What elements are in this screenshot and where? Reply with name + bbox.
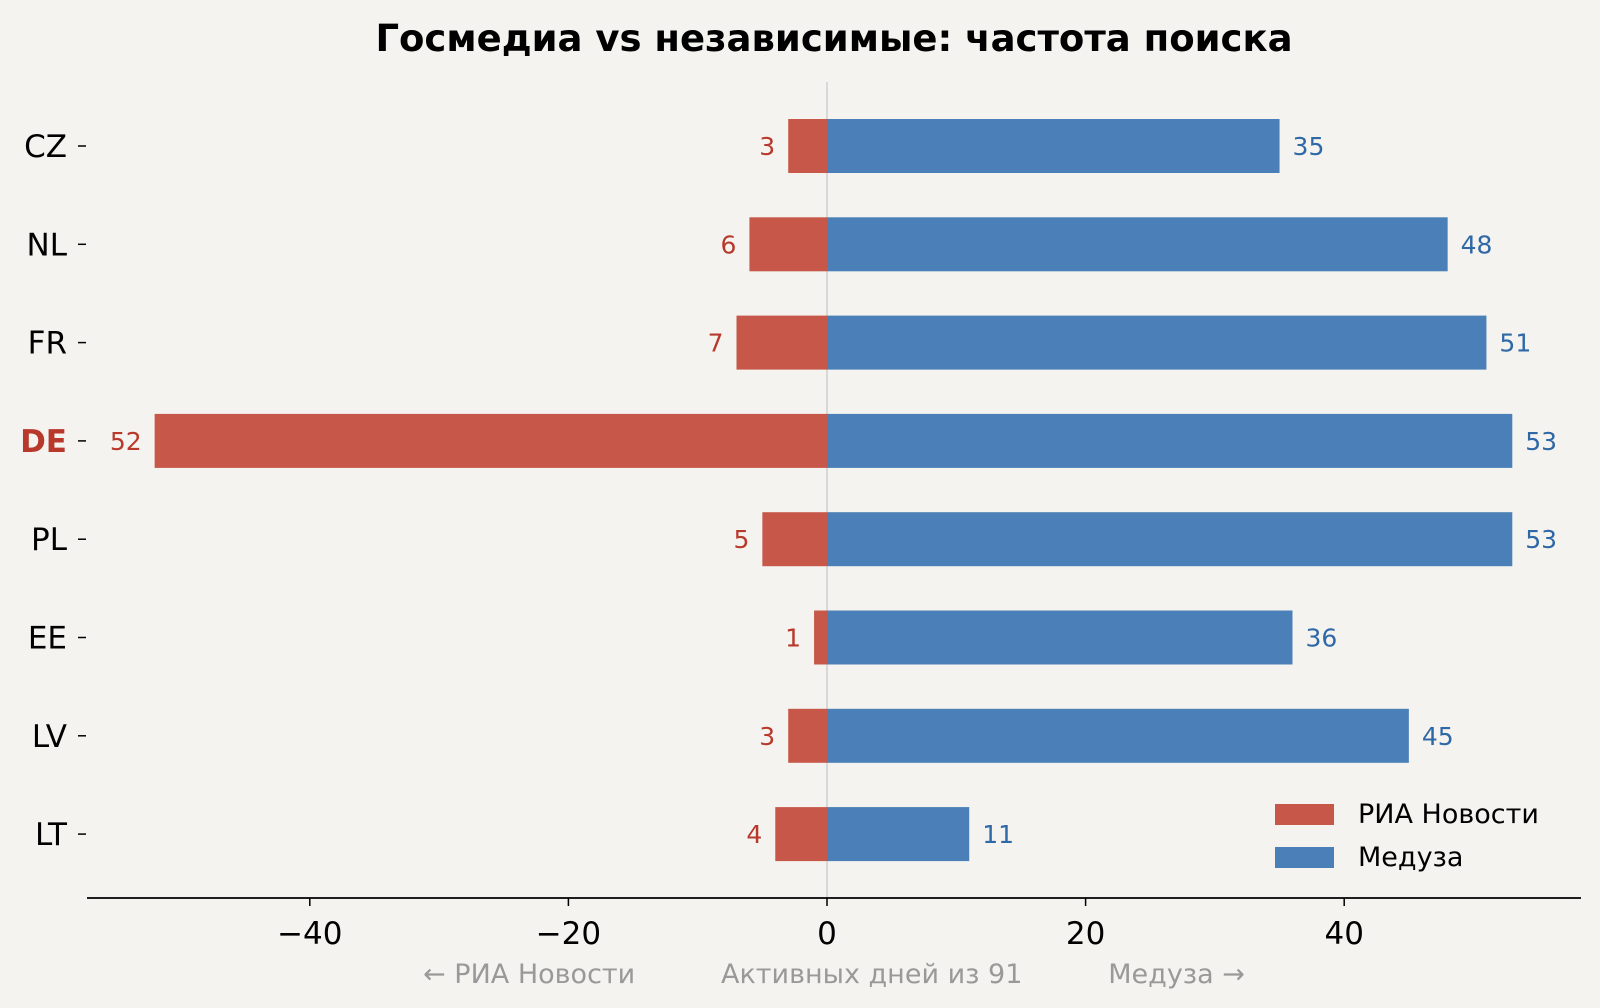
bar-meduza-cz xyxy=(827,119,1280,173)
y-axis: CZ NL FR DE PL EE LV LT xyxy=(20,129,86,853)
bar-ria-lt xyxy=(775,807,827,862)
y-tick-label-lt: LT xyxy=(35,817,68,853)
data-label-ria-cz: 3 xyxy=(759,132,775,161)
data-label-meduza-cz: 35 xyxy=(1293,132,1325,161)
bar-meduza-fr xyxy=(827,315,1487,370)
data-label-ria-lv: 3 xyxy=(759,722,775,751)
x-axis: −40 −20 0 20 40 xyxy=(87,897,1581,952)
x-tick-label: −40 xyxy=(277,916,342,952)
bar-ria-de xyxy=(154,413,827,468)
data-label-ria-pl: 5 xyxy=(733,525,749,554)
y-tick-label-cz: CZ xyxy=(24,129,67,165)
y-tick-label-ee: EE xyxy=(28,621,67,657)
x-axis-label: ← РИА Новости Активных дней из 91 Медуза… xyxy=(423,959,1245,990)
x-tick-label: 40 xyxy=(1324,916,1363,952)
data-label-ria-de: 52 xyxy=(110,427,142,456)
y-tick-label-pl: PL xyxy=(31,522,68,558)
chart-title: Госмедиа vs независимые: частота поиска xyxy=(375,17,1292,60)
data-label-ria-nl: 6 xyxy=(721,230,737,259)
legend-label-meduza: Медуза xyxy=(1358,842,1463,873)
data-label-ria-fr: 7 xyxy=(708,329,724,358)
y-tick-label-lv: LV xyxy=(32,719,67,755)
data-label-meduza-nl: 48 xyxy=(1461,230,1493,259)
bar-meduza-ee xyxy=(827,610,1293,665)
bar-ria-fr xyxy=(736,315,827,370)
bar-ria-ee xyxy=(814,610,827,665)
legend-swatch-ria xyxy=(1275,804,1334,825)
x-tick-label: 20 xyxy=(1066,916,1105,952)
data-label-meduza-de: 53 xyxy=(1525,427,1557,456)
bar-meduza-lv xyxy=(827,708,1409,763)
bars-layer: 3 35 6 48 7 51 52 53 5 53 1 36 3 45 4 11 xyxy=(110,82,1557,898)
legend-label-ria: РИА Новости xyxy=(1358,799,1539,830)
y-tick-label-nl: NL xyxy=(27,227,68,263)
legend-swatch-meduza xyxy=(1275,847,1334,868)
bar-ria-pl xyxy=(762,512,827,567)
data-label-meduza-lt: 11 xyxy=(982,820,1014,849)
data-label-meduza-fr: 51 xyxy=(1499,329,1531,358)
bar-meduza-de xyxy=(827,413,1513,468)
data-label-meduza-ee: 36 xyxy=(1305,624,1337,653)
bar-ria-nl xyxy=(749,217,827,272)
legend: РИА Новости Медуза xyxy=(1275,799,1539,873)
bar-meduza-lt xyxy=(827,807,970,862)
x-tick-label: 0 xyxy=(817,916,837,952)
data-label-meduza-lv: 45 xyxy=(1422,722,1454,751)
bar-ria-lv xyxy=(788,708,827,763)
bar-ria-cz xyxy=(788,119,827,173)
bar-meduza-pl xyxy=(827,512,1513,567)
y-tick-label-de: DE xyxy=(20,424,67,460)
bar-meduza-nl xyxy=(827,217,1448,272)
data-label-ria-ee: 1 xyxy=(785,624,801,653)
data-label-meduza-pl: 53 xyxy=(1525,525,1557,554)
y-tick-label-fr: FR xyxy=(28,326,67,362)
data-label-ria-lt: 4 xyxy=(746,820,762,849)
x-tick-label: −20 xyxy=(536,916,601,952)
